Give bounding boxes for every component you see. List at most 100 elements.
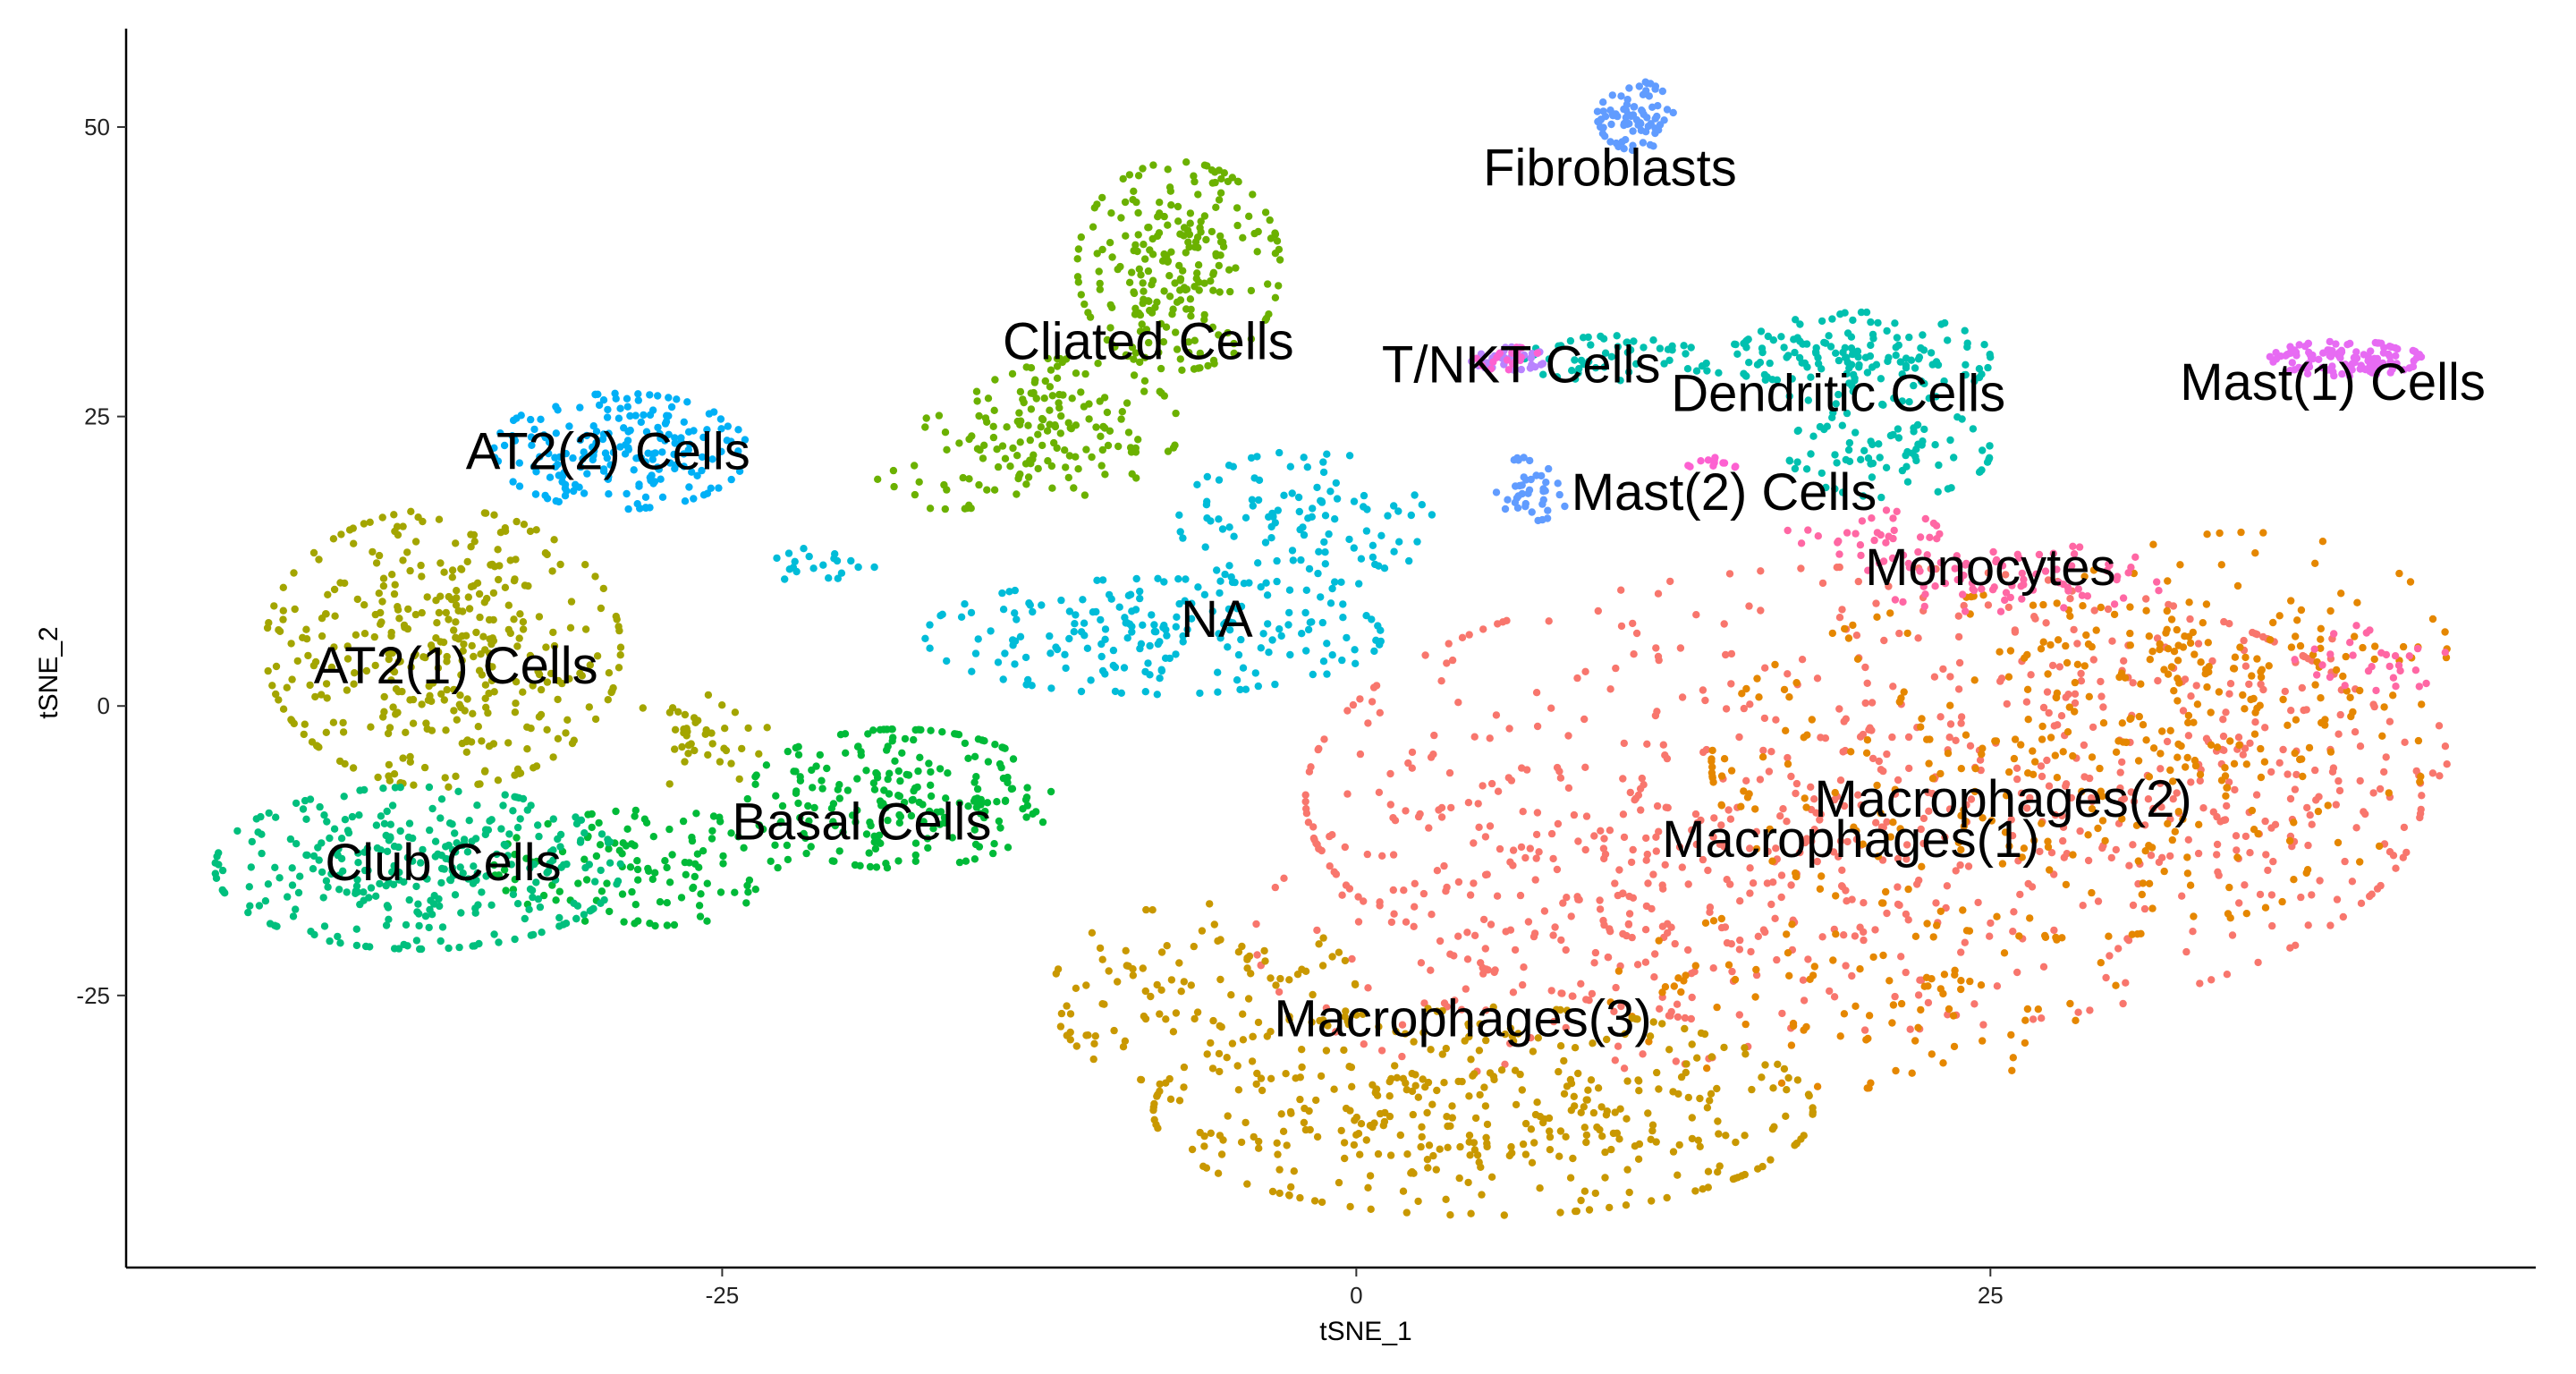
data-point — [580, 911, 589, 919]
data-point — [1261, 957, 1269, 965]
data-point — [1179, 534, 1187, 542]
data-point — [1090, 204, 1099, 212]
data-point — [399, 754, 407, 762]
data-point — [1699, 686, 1707, 694]
data-point — [1581, 763, 1589, 771]
data-point — [2400, 823, 2409, 832]
data-point — [1445, 768, 1454, 777]
data-point — [944, 769, 952, 777]
data-point — [1784, 753, 1792, 762]
data-point — [2337, 589, 2345, 598]
data-point — [1606, 827, 1614, 835]
data-point — [1211, 178, 1219, 187]
data-point — [668, 851, 676, 859]
data-point — [1738, 1172, 1746, 1180]
data-point — [380, 692, 388, 701]
data-point — [1362, 612, 1370, 620]
data-point — [405, 819, 414, 827]
data-point — [1055, 399, 1063, 407]
data-point — [670, 450, 678, 459]
cluster-label-macrophages-3: Macrophages(3) — [1274, 990, 1651, 1048]
data-point — [1501, 505, 1510, 513]
data-point — [2216, 529, 2224, 538]
data-point — [1186, 219, 1194, 227]
data-point — [1167, 201, 1175, 209]
data-point — [1899, 598, 1907, 606]
data-point — [2148, 844, 2157, 852]
data-point — [2335, 786, 2344, 795]
data-point — [1731, 975, 1740, 984]
data-point — [1144, 267, 1153, 276]
data-point — [1072, 984, 1080, 993]
data-point — [1402, 1209, 1411, 1217]
data-point — [1614, 967, 1623, 975]
data-point — [2077, 677, 2086, 685]
data-point — [2257, 773, 2266, 782]
data-point — [472, 628, 480, 637]
data-point — [1172, 1009, 1181, 1017]
data-point — [2195, 820, 2203, 828]
data-point — [1097, 462, 1106, 470]
data-point — [2054, 636, 2063, 644]
data-point — [1254, 1018, 1263, 1027]
data-point — [1130, 288, 1138, 296]
data-point — [1889, 514, 1897, 522]
data-point — [362, 666, 371, 675]
data-point — [1003, 423, 1011, 431]
data-point — [1277, 632, 1285, 640]
data-point — [476, 780, 484, 788]
data-point — [493, 850, 501, 859]
data-point — [435, 515, 444, 523]
data-point — [1026, 436, 1035, 445]
data-point — [343, 888, 351, 896]
data-point — [1224, 328, 1232, 337]
data-point — [384, 729, 393, 738]
data-point — [601, 449, 610, 457]
data-point — [1318, 962, 1327, 970]
data-point — [1625, 84, 1633, 92]
data-point — [593, 652, 602, 660]
data-point — [596, 841, 605, 849]
data-point — [360, 896, 368, 904]
data-point — [751, 780, 759, 788]
data-point — [2416, 810, 2425, 818]
data-point — [1139, 165, 1147, 173]
data-point — [1433, 867, 1442, 875]
data-point — [1809, 1108, 1818, 1116]
data-point — [784, 549, 793, 557]
data-point — [1583, 1096, 1591, 1104]
data-point — [355, 811, 363, 819]
data-point — [1309, 505, 1317, 513]
data-point — [436, 592, 445, 600]
data-point — [2240, 636, 2248, 645]
data-point — [1746, 844, 1754, 852]
data-point — [2021, 1039, 2029, 1047]
data-point — [1792, 869, 1800, 878]
data-point — [835, 847, 843, 855]
data-point — [597, 830, 606, 838]
x-tick-label: 0 — [1350, 1282, 1362, 1309]
data-point — [2250, 826, 2258, 834]
data-point — [1835, 550, 1843, 558]
data-point — [289, 912, 298, 920]
data-point — [1575, 365, 1583, 373]
data-point — [1421, 651, 1429, 659]
data-point — [1902, 855, 1911, 863]
data-point — [870, 832, 878, 840]
data-point — [1820, 338, 1828, 347]
data-point — [927, 726, 935, 734]
data-point — [873, 774, 882, 782]
data-point — [1738, 690, 1746, 698]
data-point — [2102, 973, 2110, 982]
data-point — [781, 575, 789, 583]
data-point — [1889, 818, 1897, 827]
data-point — [2132, 821, 2141, 829]
data-point — [409, 695, 418, 704]
data-point — [306, 681, 314, 690]
data-point — [1829, 848, 1838, 856]
data-point — [1643, 850, 1652, 859]
data-point — [1443, 1113, 1451, 1121]
data-point — [1902, 841, 1911, 849]
data-point — [1134, 231, 1142, 239]
data-point — [1219, 238, 1227, 246]
